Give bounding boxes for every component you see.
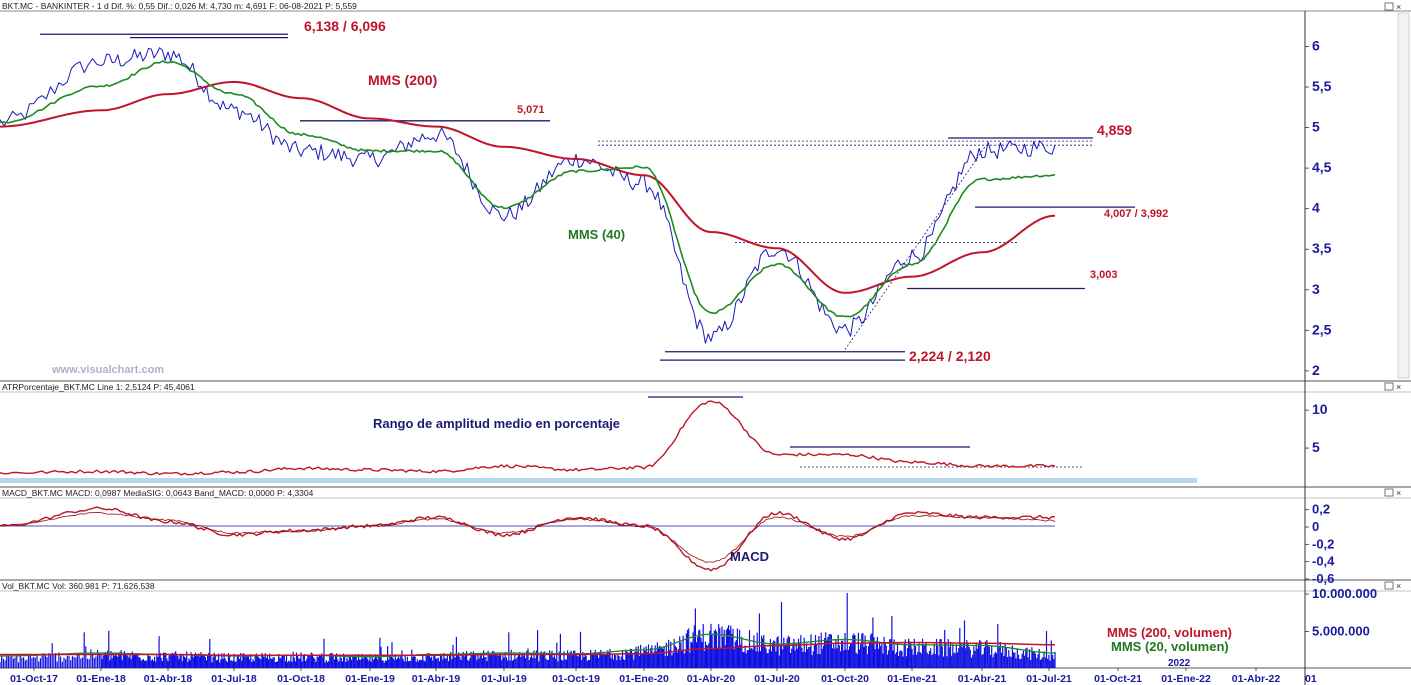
atr-panel-controls[interactable]: × <box>1384 382 1401 392</box>
x-tick-label: 01-Oct-21 <box>1094 673 1142 685</box>
atr-panel-header: ATRPorcentaje_BKT.MC Line 1: 2,5124 P: 4… <box>2 382 195 392</box>
atr-band <box>0 478 1197 483</box>
macd-series-line <box>0 506 1056 572</box>
minimize-icon[interactable] <box>1384 581 1394 590</box>
annotation-level-4859: 4,859 <box>1097 122 1132 138</box>
x-tick-label: 01-Jul-21 <box>1026 673 1072 685</box>
price-y-tick-label: 4 <box>1312 200 1320 216</box>
price-y-tick-label: 5 <box>1312 119 1320 135</box>
x-tick-label: 01-Jul-20 <box>754 673 800 685</box>
year-label: 2022 <box>1168 658 1191 669</box>
price-level-lines <box>40 33 1135 468</box>
x-tick-label: 01-Jul-18 <box>211 673 257 685</box>
annotation-atr: Rango de amplitud medio en porcentaje <box>373 416 620 431</box>
macd-y-tick-label: -0,4 <box>1312 554 1335 569</box>
x-tick-label: 01-Ene-22 <box>1161 673 1211 685</box>
annotation-macd: MACD <box>730 549 769 564</box>
volume-mms200-line <box>0 641 1056 657</box>
annotation-volume-mms20: MMS (20, volumen) <box>1111 639 1229 654</box>
x-tick-label: 01-Jul-19 <box>481 673 527 685</box>
annotation-level-5071: 5,071 <box>517 104 545 116</box>
volume-panel-controls[interactable]: × <box>1384 581 1401 591</box>
x-tick-label: 01 <box>1305 673 1317 685</box>
x-tick-label: 01-Ene-20 <box>619 673 669 685</box>
minimize-icon[interactable] <box>1384 2 1394 11</box>
minimize-icon[interactable] <box>1384 382 1394 391</box>
atr-series-line <box>0 400 1056 476</box>
x-tick-label: 01-Ene-21 <box>887 673 937 685</box>
atr-y-tick-label: 10 <box>1312 401 1328 417</box>
price-y-tick-label: 6 <box>1312 37 1320 53</box>
close-icon[interactable]: × <box>1396 581 1401 591</box>
price-panel-header: BKT.MC - BANKINTER - 1 d Dif. %: 0,55 Di… <box>2 1 357 11</box>
close-icon[interactable]: × <box>1396 488 1401 498</box>
annotation-levels-4007: 4,007 / 3,992 <box>1104 208 1168 220</box>
x-tick-label: 01-Abr-18 <box>144 673 193 685</box>
price-y-tick-label: 3 <box>1312 281 1320 297</box>
price-y-tick-label: 5,5 <box>1312 78 1332 94</box>
annotation-volume-mms200: MMS (200, volumen) <box>1107 625 1232 640</box>
volume-panel-header: Vol_BKT.MC Vol: 360.981 P: 71.626.538 <box>2 581 155 591</box>
volume-y-tick-label: 5.000.000 <box>1312 624 1370 639</box>
x-tick-label: 01-Oct-17 <box>10 673 58 685</box>
price-y-tick-label: 2 <box>1312 362 1320 378</box>
macd-y-tick-label: -0,6 <box>1312 571 1334 586</box>
x-tick-label: 01-Ene-18 <box>76 673 126 685</box>
price-panel-controls[interactable]: × <box>1384 2 1401 12</box>
annotation-bottom-levels: 2,224 / 2,120 <box>909 348 991 364</box>
macd-signal-line <box>0 512 1056 563</box>
minimize-icon[interactable] <box>1384 488 1394 497</box>
macd-y-tick-label: 0 <box>1312 519 1319 534</box>
axis-ticks: 6 5,5 5 4,5 4 3,5 3 2,5 2 10 5 0,2 0 -0,2 -0,4 -0,610.0… <box>10 37 1377 685</box>
mms200-series-line <box>0 80 1056 294</box>
annotation-top-levels: 6,138 / 6,096 <box>304 18 386 34</box>
price-y-tick-label: 3,5 <box>1312 240 1332 256</box>
macd-panel-header: MACD_BKT.MC MACD: 0,0987 MediaSIG: 0,064… <box>2 488 314 498</box>
volume-y-tick-label: 10.000.000 <box>1312 586 1377 601</box>
price-series-line <box>0 47 1056 344</box>
x-tick-label: 01-Abr-22 <box>1232 673 1281 685</box>
atr-y-tick-label: 5 <box>1312 439 1320 455</box>
x-tick-label: 01-Oct-20 <box>821 673 869 685</box>
x-tick-label: 01-Ene-19 <box>345 673 395 685</box>
mms40-series-line <box>0 60 1056 318</box>
x-tick-label: 01-Abr-19 <box>412 673 461 685</box>
series-lines <box>0 47 1197 658</box>
watermark: www.visualchart.com <box>51 364 164 376</box>
annotation-mms40: MMS (40) <box>568 227 625 242</box>
x-tick-label: 01-Oct-19 <box>552 673 600 685</box>
x-tick-label: 01-Oct-18 <box>277 673 325 685</box>
close-icon[interactable]: × <box>1396 2 1401 12</box>
x-tick-label: 01-Abr-20 <box>687 673 736 685</box>
panel-frames <box>0 10 1411 685</box>
price-axis-scrollbar[interactable] <box>1397 12 1410 379</box>
macd-panel-controls[interactable]: × <box>1384 488 1401 498</box>
annotation-level-3003: 3,003 <box>1090 269 1118 281</box>
price-y-tick-label: 4,5 <box>1312 159 1332 175</box>
price-y-tick-label: 2,5 <box>1312 321 1332 337</box>
volume-bars <box>0 593 1056 668</box>
x-tick-label: 01-Abr-21 <box>958 673 1007 685</box>
annotation-mms200: MMS (200) <box>368 72 437 88</box>
trendline-dotted <box>844 146 986 350</box>
macd-y-tick-label: -0,2 <box>1312 536 1334 551</box>
macd-y-tick-label: 0,2 <box>1312 502 1330 517</box>
close-icon[interactable]: × <box>1396 382 1401 392</box>
